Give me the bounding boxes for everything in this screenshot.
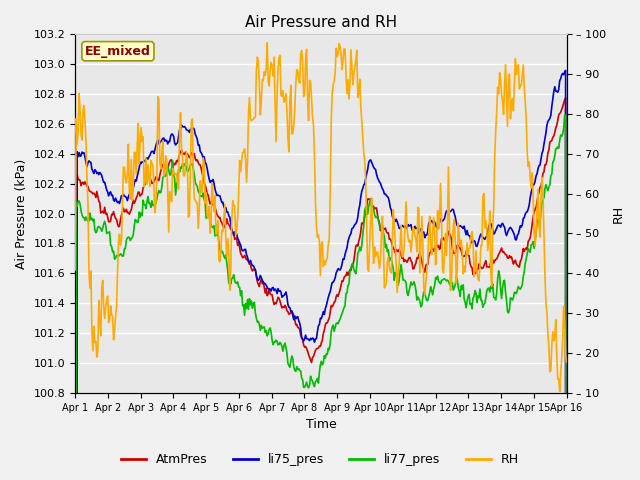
- Text: EE_mixed: EE_mixed: [85, 45, 151, 58]
- Y-axis label: RH: RH: [612, 204, 625, 223]
- Y-axis label: Air Pressure (kPa): Air Pressure (kPa): [15, 158, 28, 269]
- Title: Air Pressure and RH: Air Pressure and RH: [245, 15, 397, 30]
- X-axis label: Time: Time: [305, 419, 336, 432]
- Legend: AtmPres, li75_pres, li77_pres, RH: AtmPres, li75_pres, li77_pres, RH: [116, 448, 524, 471]
